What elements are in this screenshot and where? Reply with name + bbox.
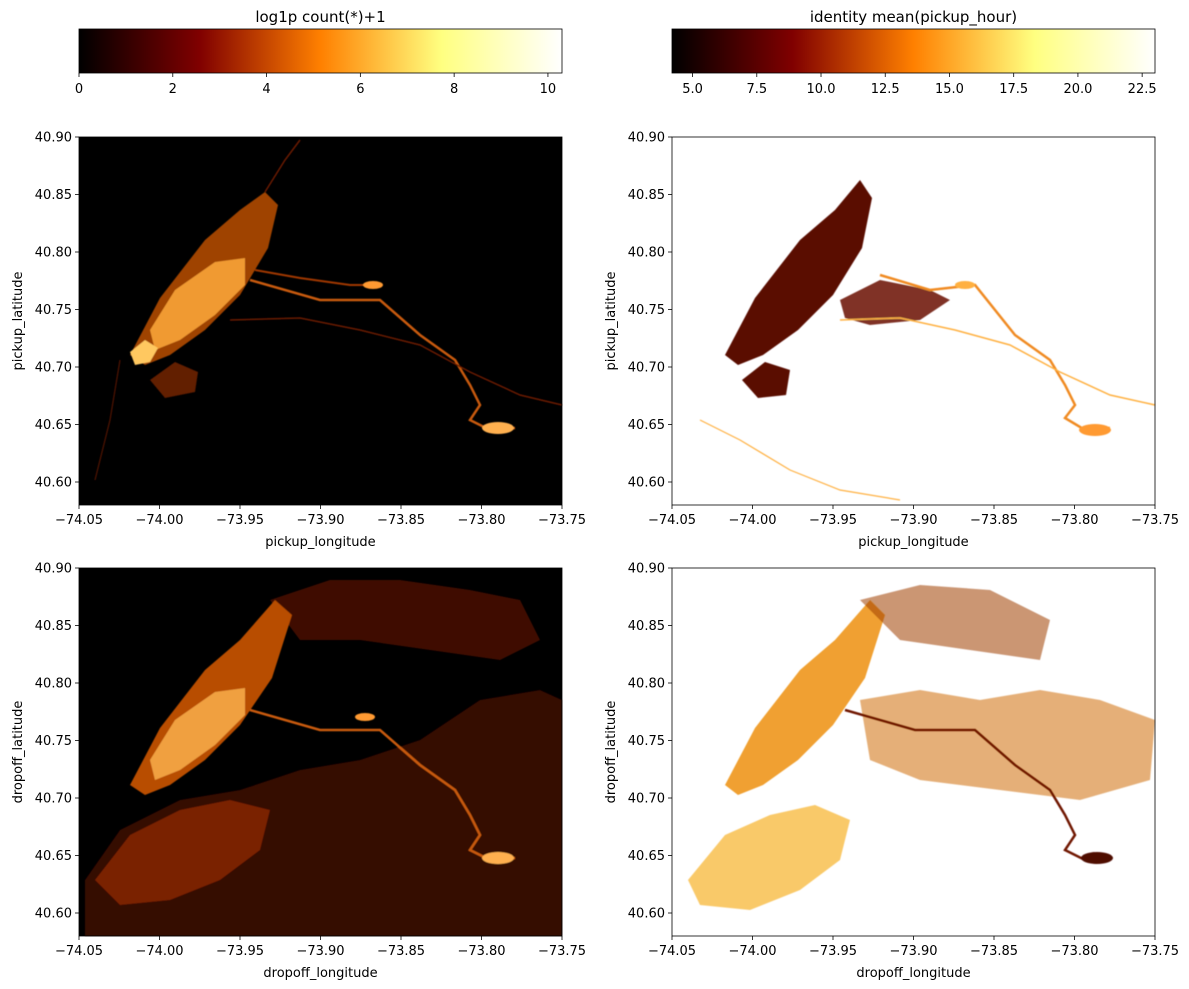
x-tick-label: −74.05 xyxy=(55,513,103,528)
y-tick-label: 40.75 xyxy=(35,734,72,749)
x-tick-label: −73.95 xyxy=(216,944,264,959)
x-tick-label: −74.05 xyxy=(648,513,696,528)
x-tick-label: −73.90 xyxy=(889,944,937,959)
y-tick-label: 40.90 xyxy=(628,562,665,577)
colorbar-tick-label: 15.0 xyxy=(935,82,964,97)
panel-dropoff-count-xlabel: dropoff_longitude xyxy=(263,966,377,981)
laguardia-hotspot xyxy=(363,281,383,289)
y-tick-label: 40.65 xyxy=(35,418,72,433)
colorbar-tick-label: 4 xyxy=(262,82,270,97)
y-tick-label: 40.85 xyxy=(628,188,665,203)
y-tick-label: 40.75 xyxy=(628,734,665,749)
y-tick-label: 40.90 xyxy=(35,562,72,577)
colorbar-tick-label: 2 xyxy=(169,82,177,97)
panel-dropoff-hour-ylabel: dropoff_latitude xyxy=(604,701,619,804)
colorbar-tick-label: 10 xyxy=(540,82,557,97)
panel-pickup-count-ylabel: pickup_latitude xyxy=(11,271,26,370)
colorbar-tick-label: 17.5 xyxy=(999,82,1028,97)
jfk-hour-hotspot xyxy=(1079,424,1111,436)
y-tick-label: 40.90 xyxy=(35,131,72,146)
x-tick-label: −73.95 xyxy=(216,513,264,528)
y-tick-label: 40.60 xyxy=(35,907,72,922)
colorbar-tick-label: 12.5 xyxy=(871,82,900,97)
y-tick-label: 40.80 xyxy=(628,677,665,692)
x-tick-label: −74.00 xyxy=(728,513,776,528)
colorbar-tick-label: 6 xyxy=(356,82,364,97)
x-tick-label: −74.05 xyxy=(648,944,696,959)
x-tick-label: −73.80 xyxy=(457,513,505,528)
y-tick-label: 40.75 xyxy=(628,303,665,318)
x-tick-label: −73.90 xyxy=(889,513,937,528)
x-tick-label: −73.85 xyxy=(970,513,1018,528)
y-tick-label: 40.65 xyxy=(35,849,72,864)
panel-dropoff-hour: −74.05 −74.00 −73.95 −73.90 −73.85 −73.80 −73.… xyxy=(604,562,1179,982)
x-tick-label: −73.75 xyxy=(1131,513,1179,528)
colorbar-tick-label: 7.5 xyxy=(746,82,767,97)
x-tick-label: −73.85 xyxy=(970,944,1018,959)
colorbar-tick-label: 8 xyxy=(450,82,458,97)
colorbar-hour-ticks: 5.0 7.5 10.0 12.5 15.0 17.5 20.0 22.5 xyxy=(682,73,1156,97)
panel-pickup-hour: −74.05 −74.00 −73.95 −73.90 −73.85 −73.80 −73.… xyxy=(604,131,1179,551)
y-tick-label: 40.65 xyxy=(628,418,665,433)
x-tick-label: −73.80 xyxy=(457,944,505,959)
x-tick-label: −73.90 xyxy=(296,513,344,528)
x-tick-label: −73.80 xyxy=(1050,513,1098,528)
panel-dropoff-hour-xlabel: dropoff_longitude xyxy=(856,966,970,981)
y-tick-label: 40.75 xyxy=(35,303,72,318)
colorbar-tick-label: 20.0 xyxy=(1063,82,1092,97)
colorbar-count-gradient xyxy=(79,29,562,73)
colorbar-tick-label: 5.0 xyxy=(682,82,703,97)
y-tick-label: 40.80 xyxy=(35,246,72,261)
y-tick-label: 40.70 xyxy=(628,361,665,376)
jfk-hotspot xyxy=(482,422,514,434)
laguardia-drop-hotspot xyxy=(355,713,375,721)
y-tick-label: 40.85 xyxy=(35,188,72,203)
panel-dropoff-count: −74.05 −74.00 −73.95 −73.90 −73.85 −73.80 −73.… xyxy=(11,562,586,982)
y-tick-label: 40.60 xyxy=(35,476,72,491)
jfk-drop-hour-hotspot xyxy=(1081,852,1113,864)
colorbar-count: log1p count(*)+1 0 2 4 6 8 10 xyxy=(75,8,562,97)
x-tick-label: −73.75 xyxy=(1131,944,1179,959)
laguardia-hour-hotspot xyxy=(955,281,975,289)
x-tick-label: −73.90 xyxy=(296,944,344,959)
panel-pickup-count-xlabel: pickup_longitude xyxy=(265,535,375,550)
colorbar-tick-label: 10.0 xyxy=(807,82,836,97)
y-tick-label: 40.65 xyxy=(628,849,665,864)
x-tick-label: −73.85 xyxy=(377,944,425,959)
y-tick-label: 40.70 xyxy=(628,792,665,807)
y-tick-label: 40.80 xyxy=(35,677,72,692)
panel-pickup-hour-ylabel: pickup_latitude xyxy=(604,271,619,370)
y-tick-label: 40.85 xyxy=(35,619,72,634)
y-tick-label: 40.60 xyxy=(628,907,665,922)
x-tick-label: −73.80 xyxy=(1050,944,1098,959)
colorbar-hour-label: identity mean(pickup_hour) xyxy=(810,8,1017,27)
x-tick-label: −74.00 xyxy=(135,944,183,959)
colorbar-hour: identity mean(pickup_hour) 5.0 7.5 10.0 12.… xyxy=(672,8,1157,97)
x-tick-label: −73.95 xyxy=(809,513,857,528)
y-tick-label: 40.90 xyxy=(628,131,665,146)
panel-pickup-hour-xlabel: pickup_longitude xyxy=(858,535,968,550)
colorbar-count-label: log1p count(*)+1 xyxy=(255,8,385,26)
x-tick-label: −74.05 xyxy=(55,944,103,959)
colorbar-hour-gradient xyxy=(672,29,1155,73)
y-tick-label: 40.70 xyxy=(35,361,72,376)
colorbar-tick-label: 0 xyxy=(75,82,83,97)
x-tick-label: −73.75 xyxy=(538,513,586,528)
y-tick-label: 40.80 xyxy=(628,246,665,261)
panel-dropoff-count-ylabel: dropoff_latitude xyxy=(11,701,26,804)
colorbar-count-ticks: 0 2 4 6 8 10 xyxy=(75,73,556,97)
panel-pickup-count: −74.05 −74.00 −73.95 −73.90 −73.85 −73.80 −73.… xyxy=(11,131,586,551)
y-tick-label: 40.70 xyxy=(35,792,72,807)
x-tick-label: −74.00 xyxy=(728,944,776,959)
x-tick-label: −74.00 xyxy=(135,513,183,528)
x-tick-label: −73.95 xyxy=(809,944,857,959)
x-tick-label: −73.75 xyxy=(538,944,586,959)
jfk-drop-hotspot xyxy=(482,852,514,864)
y-tick-label: 40.60 xyxy=(628,476,665,491)
y-tick-label: 40.85 xyxy=(628,619,665,634)
colorbar-tick-label: 22.5 xyxy=(1128,82,1157,97)
x-tick-label: −73.85 xyxy=(377,513,425,528)
